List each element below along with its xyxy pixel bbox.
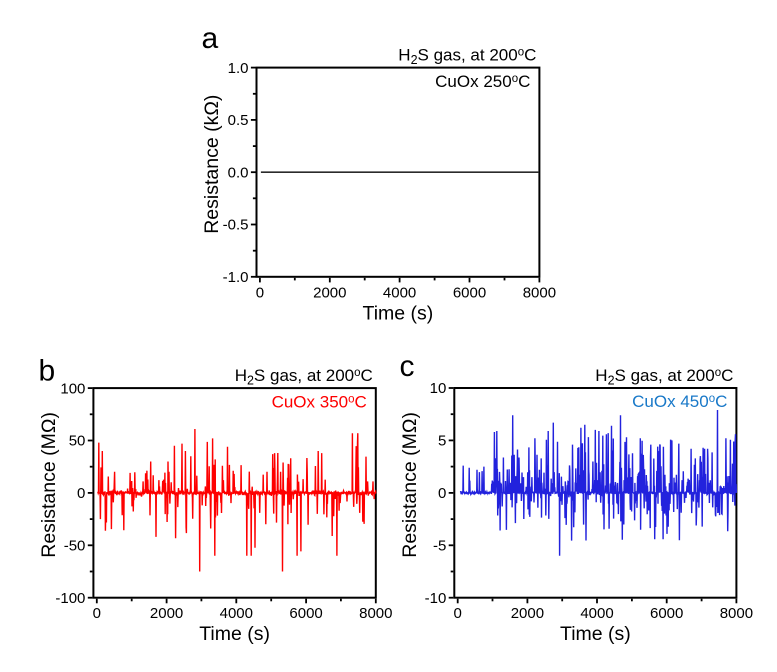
svg-text:Time (s): Time (s) bbox=[363, 302, 434, 324]
svg-text:1.0: 1.0 bbox=[228, 60, 249, 77]
svg-text:0: 0 bbox=[256, 284, 264, 301]
svg-text:Resistance (MΩ): Resistance (MΩ) bbox=[38, 412, 60, 558]
svg-text:CuOx 250oC: CuOx 250oC bbox=[435, 72, 530, 91]
svg-text:50: 50 bbox=[69, 433, 86, 450]
svg-text:0.5: 0.5 bbox=[228, 112, 249, 129]
svg-text:-50: -50 bbox=[64, 538, 86, 555]
svg-text:5: 5 bbox=[438, 433, 446, 450]
svg-text:0.0: 0.0 bbox=[228, 164, 249, 181]
svg-text:CuOx 350oC: CuOx 350oC bbox=[272, 392, 367, 411]
svg-text:6000: 6000 bbox=[289, 605, 322, 622]
svg-text:2000: 2000 bbox=[511, 605, 544, 622]
svg-text:6000: 6000 bbox=[650, 605, 683, 622]
svg-text:8000: 8000 bbox=[720, 605, 753, 622]
svg-text:-1.0: -1.0 bbox=[223, 269, 249, 286]
svg-text:H2S gas, at 200oC: H2S gas, at 200oC bbox=[235, 366, 373, 388]
svg-text:0: 0 bbox=[77, 485, 85, 502]
svg-text:-0.5: -0.5 bbox=[223, 217, 249, 234]
svg-text:10: 10 bbox=[430, 380, 447, 397]
svg-text:4000: 4000 bbox=[220, 605, 253, 622]
svg-text:c: c bbox=[400, 350, 415, 383]
svg-text:Time (s): Time (s) bbox=[199, 623, 270, 645]
svg-text:-100: -100 bbox=[55, 590, 85, 607]
svg-text:a: a bbox=[202, 22, 219, 55]
svg-text:Resistance (kΩ): Resistance (kΩ) bbox=[201, 95, 223, 234]
svg-text:Resistance (MΩ): Resistance (MΩ) bbox=[399, 412, 421, 558]
svg-text:6000: 6000 bbox=[453, 284, 486, 301]
svg-text:H2S gas, at 200oC: H2S gas, at 200oC bbox=[398, 45, 536, 67]
svg-text:0: 0 bbox=[93, 605, 101, 622]
svg-text:100: 100 bbox=[60, 380, 85, 397]
svg-text:CuOx 450oC: CuOx 450oC bbox=[632, 392, 727, 411]
svg-text:2000: 2000 bbox=[313, 284, 346, 301]
svg-text:-10: -10 bbox=[425, 590, 447, 607]
svg-text:2000: 2000 bbox=[150, 605, 183, 622]
svg-text:4000: 4000 bbox=[580, 605, 613, 622]
svg-text:Time (s): Time (s) bbox=[560, 623, 631, 645]
svg-text:8000: 8000 bbox=[359, 605, 392, 622]
svg-text:0: 0 bbox=[454, 605, 462, 622]
svg-text:b: b bbox=[39, 354, 56, 387]
svg-text:-5: -5 bbox=[433, 538, 446, 555]
svg-text:H2S gas, at 200oC: H2S gas, at 200oC bbox=[595, 366, 733, 388]
svg-text:8000: 8000 bbox=[523, 284, 556, 301]
svg-text:0: 0 bbox=[438, 485, 446, 502]
svg-text:4000: 4000 bbox=[383, 284, 416, 301]
